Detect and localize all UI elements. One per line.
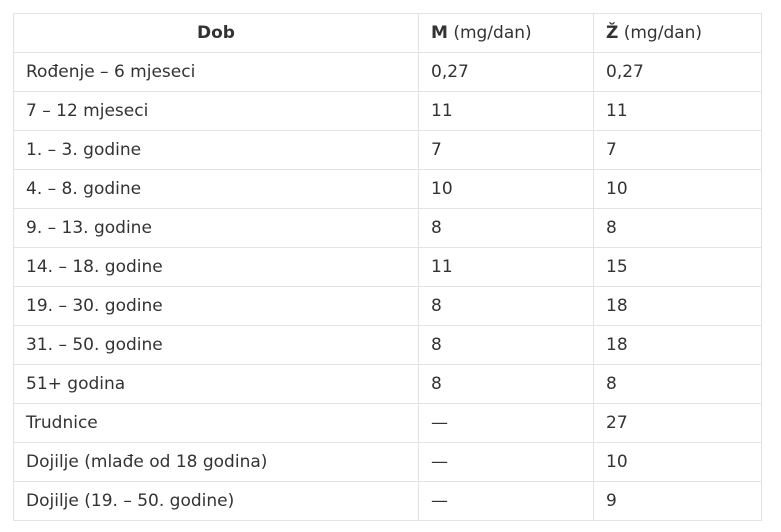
- header-age: Dob: [13, 13, 419, 53]
- female-value-cell: 18: [593, 325, 762, 365]
- table-row: Dojilje (mlađe od 18 godina) — 10: [13, 442, 762, 482]
- age-cell: 31. – 50. godine: [13, 325, 419, 365]
- age-cell: Rođenje – 6 mjeseci: [13, 52, 419, 92]
- header-row: Dob M (mg/dan) Ž (mg/dan): [13, 13, 762, 53]
- table-container: Dob M (mg/dan) Ž (mg/dan) Rođenje – 6 mj…: [13, 13, 762, 521]
- female-value-cell: 18: [593, 286, 762, 326]
- table-body: Rođenje – 6 mjeseci 0,27 0,27 7 – 12 mje…: [13, 52, 762, 521]
- header-female: Ž (mg/dan): [593, 13, 762, 53]
- male-value-cell: 10: [418, 169, 594, 209]
- age-cell: 1. – 3. godine: [13, 130, 419, 170]
- header-female-label: Ž: [606, 23, 619, 43]
- table-row: 1. – 3. godine 7 7: [13, 130, 762, 170]
- male-value-cell: 0,27: [418, 52, 594, 92]
- table-row: 51+ godina 8 8: [13, 364, 762, 404]
- header-age-label: Dob: [197, 23, 235, 43]
- header-male-label: M: [431, 23, 448, 43]
- female-value-cell: 11: [593, 91, 762, 131]
- age-cell: 14. – 18. godine: [13, 247, 419, 287]
- female-value-cell: 10: [593, 442, 762, 482]
- age-cell: Trudnice: [13, 403, 419, 443]
- age-cell: 7 – 12 mjeseci: [13, 91, 419, 131]
- iron-intake-table: Dob M (mg/dan) Ž (mg/dan) Rođenje – 6 mj…: [13, 13, 762, 521]
- table-row: 31. – 50. godine 8 18: [13, 325, 762, 365]
- male-value-cell: 8: [418, 325, 594, 365]
- table-row: 14. – 18. godine 11 15: [13, 247, 762, 287]
- table-row: 9. – 13. godine 8 8: [13, 208, 762, 248]
- table-row: 19. – 30. godine 8 18: [13, 286, 762, 326]
- female-value-cell: 15: [593, 247, 762, 287]
- header-male-unit: (mg/dan): [447, 23, 532, 43]
- table-row: 4. – 8. godine 10 10: [13, 169, 762, 209]
- male-value-cell: —: [418, 481, 594, 521]
- female-value-cell: 8: [593, 208, 762, 248]
- male-value-cell: 8: [418, 286, 594, 326]
- age-cell: 51+ godina: [13, 364, 419, 404]
- table-row: Trudnice — 27: [13, 403, 762, 443]
- header-male: M (mg/dan): [418, 13, 594, 53]
- male-value-cell: —: [418, 403, 594, 443]
- male-value-cell: 7: [418, 130, 594, 170]
- header-female-unit: (mg/dan): [618, 23, 703, 43]
- table-header: Dob M (mg/dan) Ž (mg/dan): [13, 13, 762, 53]
- female-value-cell: 10: [593, 169, 762, 209]
- age-cell: Dojilje (19. – 50. godine): [13, 481, 419, 521]
- table-row: Rođenje – 6 mjeseci 0,27 0,27: [13, 52, 762, 92]
- age-cell: Dojilje (mlađe od 18 godina): [13, 442, 419, 482]
- male-value-cell: 8: [418, 364, 594, 404]
- female-value-cell: 7: [593, 130, 762, 170]
- age-cell: 4. – 8. godine: [13, 169, 419, 209]
- age-cell: 19. – 30. godine: [13, 286, 419, 326]
- female-value-cell: 27: [593, 403, 762, 443]
- female-value-cell: 0,27: [593, 52, 762, 92]
- male-value-cell: 11: [418, 91, 594, 131]
- table-row: 7 – 12 mjeseci 11 11: [13, 91, 762, 131]
- male-value-cell: —: [418, 442, 594, 482]
- male-value-cell: 11: [418, 247, 594, 287]
- male-value-cell: 8: [418, 208, 594, 248]
- female-value-cell: 8: [593, 364, 762, 404]
- female-value-cell: 9: [593, 481, 762, 521]
- age-cell: 9. – 13. godine: [13, 208, 419, 248]
- table-row: Dojilje (19. – 50. godine) — 9: [13, 481, 762, 521]
